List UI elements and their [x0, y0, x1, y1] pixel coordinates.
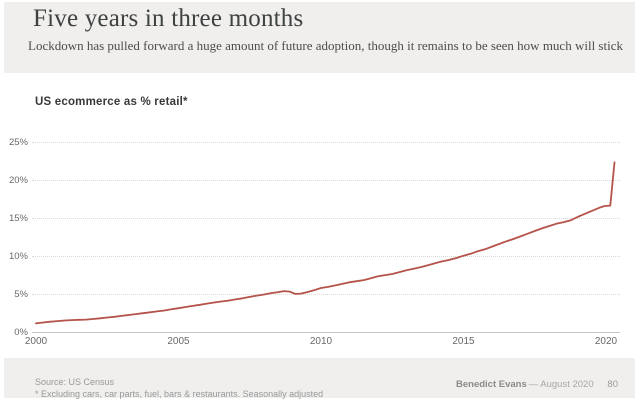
x-axis-tick: 2005	[167, 336, 190, 347]
x-axis-tick: 2020	[594, 336, 618, 347]
gridline	[32, 294, 620, 295]
source-text: Source: US Census	[35, 377, 115, 387]
y-axis-tick: 25%	[8, 136, 28, 148]
footer-source-block: Source: US Census * Excluding cars, car …	[35, 377, 323, 400]
slide-footer: Source: US Census * Excluding cars, car …	[4, 358, 635, 400]
y-axis-tick: 0%	[14, 326, 28, 338]
y-axis-tick: 20%	[8, 174, 28, 186]
footer-credit: Benedict Evans — August 2020	[456, 379, 594, 390]
ecommerce-series-line	[35, 161, 616, 325]
y-axis-tick: 15%	[8, 212, 28, 224]
x-axis-tick: 2000	[24, 336, 48, 347]
gridline	[32, 218, 620, 219]
slide-header: Five years in three months Lockdown has …	[4, 2, 635, 73]
chart-title: US ecommerce as % retail*	[35, 96, 188, 108]
author-name: Benedict Evans	[456, 379, 527, 390]
gridline	[32, 332, 620, 333]
page-title: Five years in three months	[33, 5, 304, 32]
page-number: 80	[607, 379, 618, 390]
slide-subtitle: Lockdown has pulled forward a huge amoun…	[28, 38, 623, 53]
footnote-text: * Excluding cars, car parts, fuel, bars …	[35, 388, 324, 399]
y-axis-tick: 5%	[14, 288, 28, 300]
slide-date: — August 2020	[526, 379, 594, 390]
x-axis-tick: 2015	[452, 336, 475, 347]
x-axis-tick: 2010	[309, 336, 333, 347]
y-axis-tick: 10%	[8, 250, 28, 262]
gridline	[32, 256, 620, 257]
gridline	[32, 142, 620, 143]
gridline	[32, 180, 620, 181]
